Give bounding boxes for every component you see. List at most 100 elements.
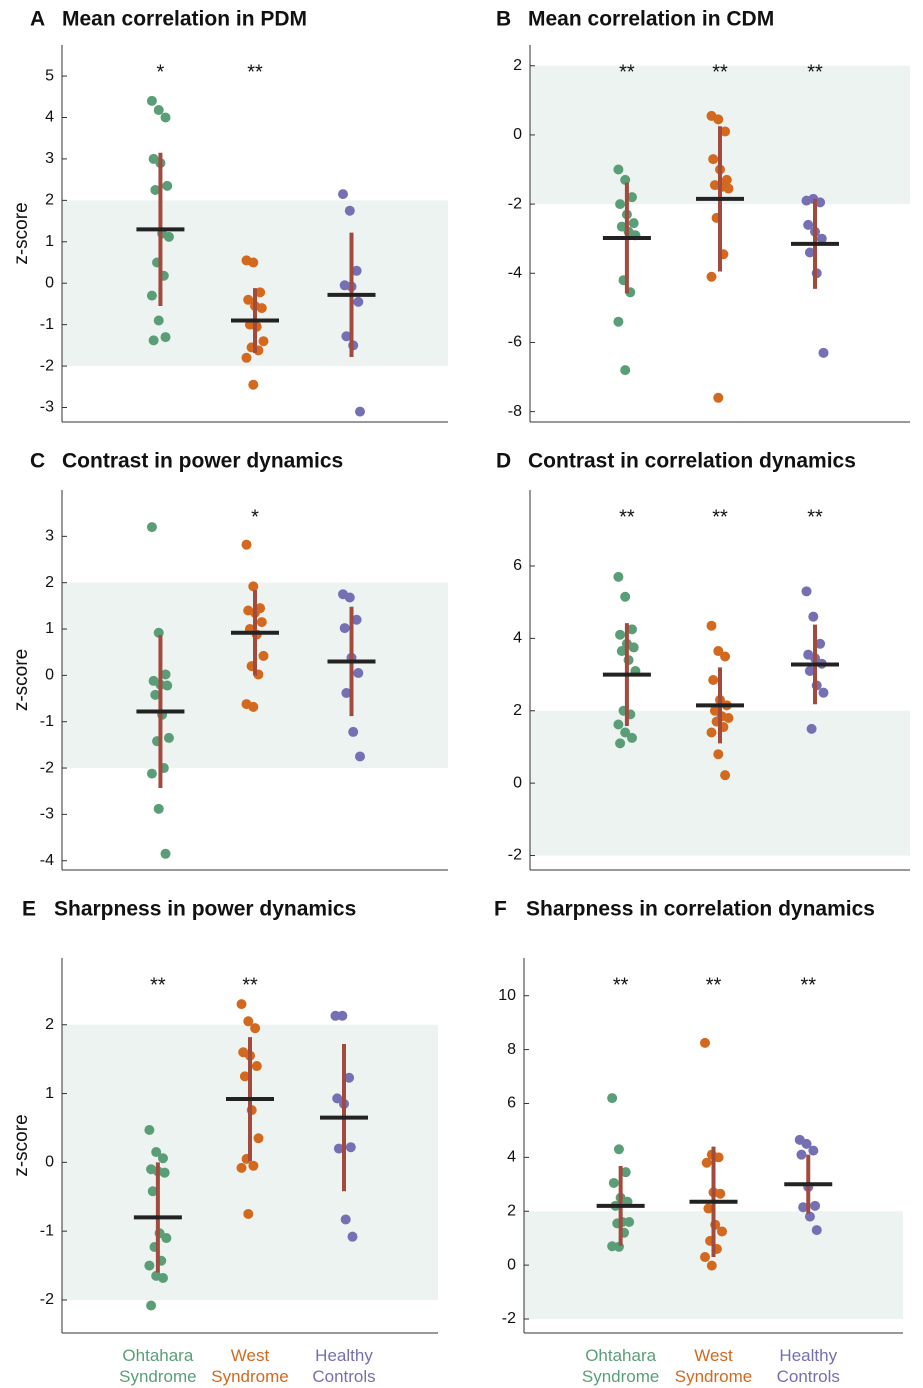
significance-marker: **	[619, 61, 635, 83]
data-point	[616, 221, 627, 232]
data-point	[803, 219, 814, 230]
data-point	[147, 1186, 158, 1197]
data-point	[340, 1214, 351, 1225]
x-tick-label-line: Syndrome	[211, 1367, 288, 1386]
y-tick-label: 6	[513, 557, 522, 574]
data-point	[818, 347, 829, 358]
data-point	[355, 406, 365, 417]
data-point	[620, 727, 631, 738]
data-point	[241, 539, 252, 550]
data-point	[706, 620, 717, 631]
x-tick-label: Ohtahara Syndrome	[582, 1346, 659, 1386]
panel-label: E	[22, 898, 36, 921]
data-point	[613, 571, 624, 582]
x-tick-label: Healthy Controls	[312, 1346, 375, 1386]
y-tick-label: 0	[507, 1256, 516, 1273]
panel: -2 0 2 4 6 D Contrast in correlation dynamics *…	[496, 450, 910, 871]
data-point	[344, 205, 355, 216]
data-point	[151, 1147, 162, 1158]
data-point	[615, 199, 626, 210]
data-point	[723, 183, 734, 194]
y-tick-label: -1	[40, 316, 54, 333]
data-point	[713, 1152, 724, 1163]
data-point	[153, 803, 164, 814]
significance-marker: **	[712, 61, 728, 83]
data-point	[162, 180, 173, 191]
data-point	[815, 197, 826, 208]
y-tick-label: 1	[45, 233, 54, 250]
y-tick-label: -2	[508, 847, 522, 864]
x-tick-label: Ohtahara Syndrome	[119, 1346, 196, 1386]
data-point	[345, 1142, 356, 1153]
data-point	[157, 1153, 168, 1164]
y-tick-label: 8	[507, 1041, 516, 1058]
data-point	[236, 1162, 247, 1173]
data-point	[701, 1157, 712, 1168]
data-point	[161, 1233, 172, 1244]
chart-title: Contrast in correlation dynamics	[528, 450, 856, 473]
significance-marker: **	[150, 974, 166, 996]
significance-marker: **	[706, 974, 722, 996]
data-point	[613, 719, 624, 730]
y-tick-label: 3	[45, 150, 54, 167]
data-point	[713, 392, 724, 403]
y-tick-label: -4	[508, 264, 522, 281]
data-point	[717, 1226, 727, 1237]
data-point	[148, 335, 159, 346]
data-point	[351, 614, 362, 625]
data-point	[703, 1203, 714, 1214]
data-point	[146, 95, 157, 106]
x-tick-label-line: Syndrome	[582, 1367, 659, 1386]
data-point	[796, 1149, 807, 1160]
data-point	[616, 646, 627, 657]
data-point	[353, 296, 364, 307]
y-tick-label: 4	[45, 109, 54, 126]
significance-marker: **	[800, 974, 816, 996]
data-point	[355, 751, 365, 762]
data-point	[160, 112, 171, 123]
y-tick-label: -1	[40, 1222, 54, 1239]
data-point	[713, 114, 724, 125]
data-point	[248, 1160, 259, 1171]
panel: -8 -6 -4 -2 0 2 B Mean correlation in CDM ** ** **	[496, 8, 910, 423]
data-point	[627, 732, 637, 743]
data-point	[157, 1272, 168, 1283]
data-point	[798, 1202, 809, 1213]
data-point	[624, 1217, 635, 1228]
y-tick-label: 4	[513, 630, 522, 647]
data-point	[608, 1177, 619, 1188]
y-tick-label: 0	[45, 1154, 54, 1171]
data-point	[243, 294, 254, 305]
data-point	[808, 1145, 819, 1156]
data-point	[808, 611, 819, 622]
data-point	[700, 1037, 710, 1048]
panel: -2 -1 0 1 2 E Sharpness in power dynamics z-sco…	[11, 898, 438, 1386]
chart-title: Contrast in power dynamics	[62, 450, 343, 473]
data-point	[708, 154, 719, 165]
significance-marker: **	[807, 506, 823, 528]
data-point	[341, 331, 352, 342]
data-point	[239, 1071, 250, 1082]
x-tick-label-line: Controls	[312, 1367, 375, 1386]
data-point	[163, 231, 174, 242]
data-point	[720, 770, 731, 781]
data-point	[236, 999, 247, 1010]
y-axis-label: z-score	[11, 1114, 32, 1176]
data-point	[341, 687, 352, 698]
data-point	[258, 650, 269, 661]
data-point	[706, 727, 717, 738]
y-tick-label: 6	[507, 1095, 516, 1112]
y-tick-label: -2	[40, 1291, 54, 1308]
y-tick-label: -3	[40, 399, 54, 416]
data-point	[627, 624, 637, 635]
data-point	[706, 271, 717, 282]
data-point	[721, 174, 732, 185]
data-point	[248, 701, 259, 712]
y-tick-label: 3	[45, 528, 54, 545]
x-tick-label: West Syndrome	[675, 1346, 752, 1386]
data-point	[332, 1093, 343, 1104]
data-point	[613, 316, 624, 327]
data-point	[613, 1144, 624, 1155]
data-point	[720, 651, 731, 662]
x-tick-label-line: Healthy	[315, 1346, 373, 1365]
